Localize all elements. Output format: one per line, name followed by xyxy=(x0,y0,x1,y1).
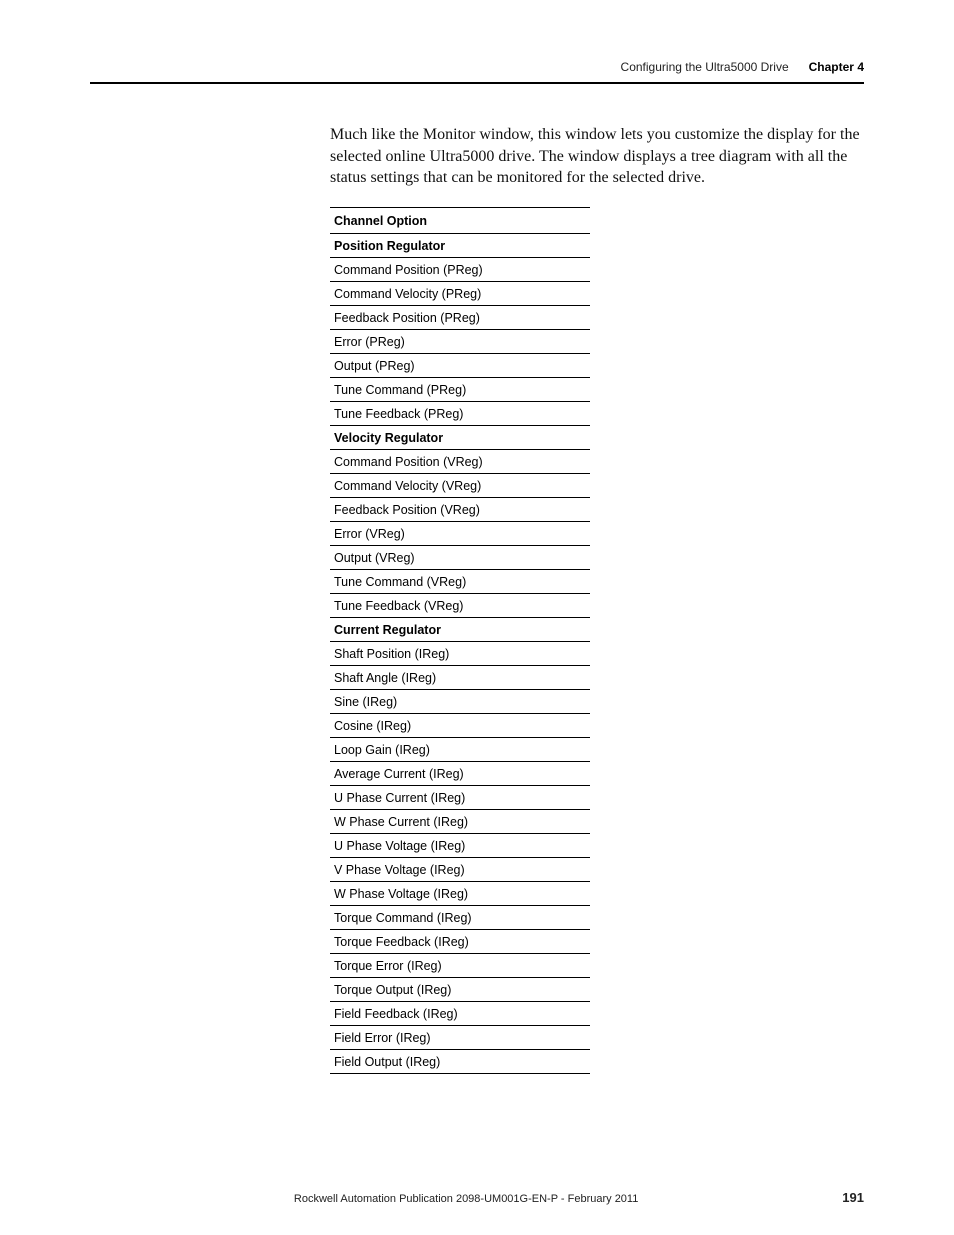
table-row: W Phase Voltage (IReg) xyxy=(330,881,590,905)
table-row: Command Position (VReg) xyxy=(330,449,590,473)
running-header-chapter: Chapter 4 xyxy=(809,60,864,74)
table-row: Field Output (IReg) xyxy=(330,1049,590,1073)
running-header: Configuring the Ultra5000 Drive Chapter … xyxy=(90,60,864,74)
page: Configuring the Ultra5000 Drive Chapter … xyxy=(0,0,954,1235)
table-cell: Tune Feedback (PReg) xyxy=(330,401,590,425)
table-cell: W Phase Voltage (IReg) xyxy=(330,881,590,905)
table-cell: Error (PReg) xyxy=(330,329,590,353)
table-row: Position Regulator xyxy=(330,233,590,257)
table-cell: Torque Output (IReg) xyxy=(330,977,590,1001)
table-cell: Field Feedback (IReg) xyxy=(330,1001,590,1025)
table-row: Shaft Angle (IReg) xyxy=(330,665,590,689)
table-cell: Output (PReg) xyxy=(330,353,590,377)
table-row: Error (PReg) xyxy=(330,329,590,353)
table-row: Sine (IReg) xyxy=(330,689,590,713)
table-cell: Cosine (IReg) xyxy=(330,713,590,737)
table-cell: Field Error (IReg) xyxy=(330,1025,590,1049)
table-cell: Command Velocity (VReg) xyxy=(330,473,590,497)
table-cell: Output (VReg) xyxy=(330,545,590,569)
table-header-cell: Channel Option xyxy=(330,207,590,233)
table-row: Feedback Position (VReg) xyxy=(330,497,590,521)
table-row: V Phase Voltage (IReg) xyxy=(330,857,590,881)
table-row: Output (VReg) xyxy=(330,545,590,569)
table-cell: Loop Gain (IReg) xyxy=(330,737,590,761)
table-row: Average Current (IReg) xyxy=(330,761,590,785)
table-cell: Error (VReg) xyxy=(330,521,590,545)
table-row: Field Feedback (IReg) xyxy=(330,1001,590,1025)
table-cell: U Phase Voltage (IReg) xyxy=(330,833,590,857)
table-row: Output (PReg) xyxy=(330,353,590,377)
footer-page-number: 191 xyxy=(842,1190,864,1205)
table-row: Tune Feedback (VReg) xyxy=(330,593,590,617)
table-cell: Command Position (VReg) xyxy=(330,449,590,473)
table-cell: Average Current (IReg) xyxy=(330,761,590,785)
running-header-title: Configuring the Ultra5000 Drive xyxy=(621,60,789,74)
table-cell: Torque Command (IReg) xyxy=(330,905,590,929)
table-section-cell: Position Regulator xyxy=(330,233,590,257)
table-cell: Sine (IReg) xyxy=(330,689,590,713)
table-row: Torque Command (IReg) xyxy=(330,905,590,929)
table-row: Command Position (PReg) xyxy=(330,257,590,281)
table-cell: Shaft Position (IReg) xyxy=(330,641,590,665)
table-body: Position RegulatorCommand Position (PReg… xyxy=(330,233,590,1073)
table-row: Velocity Regulator xyxy=(330,425,590,449)
intro-paragraph: Much like the Monitor window, this windo… xyxy=(330,124,864,189)
table-cell: Field Output (IReg) xyxy=(330,1049,590,1073)
table-cell: V Phase Voltage (IReg) xyxy=(330,857,590,881)
table-cell: W Phase Current (IReg) xyxy=(330,809,590,833)
table-cell: Tune Command (VReg) xyxy=(330,569,590,593)
table-row: Cosine (IReg) xyxy=(330,713,590,737)
table-cell: Shaft Angle (IReg) xyxy=(330,665,590,689)
table-row: Torque Feedback (IReg) xyxy=(330,929,590,953)
table-row: U Phase Voltage (IReg) xyxy=(330,833,590,857)
table-cell: Torque Error (IReg) xyxy=(330,953,590,977)
table-cell: U Phase Current (IReg) xyxy=(330,785,590,809)
table-row: Feedback Position (PReg) xyxy=(330,305,590,329)
footer-publication: Rockwell Automation Publication 2098-UM0… xyxy=(90,1193,842,1205)
table-row: Tune Feedback (PReg) xyxy=(330,401,590,425)
table-section-cell: Current Regulator xyxy=(330,617,590,641)
table-row: W Phase Current (IReg) xyxy=(330,809,590,833)
table-cell: Torque Feedback (IReg) xyxy=(330,929,590,953)
table-row: Tune Command (PReg) xyxy=(330,377,590,401)
table-row: Torque Error (IReg) xyxy=(330,953,590,977)
table-cell: Tune Command (PReg) xyxy=(330,377,590,401)
table-row: Tune Command (VReg) xyxy=(330,569,590,593)
table-row: Field Error (IReg) xyxy=(330,1025,590,1049)
table-cell: Feedback Position (PReg) xyxy=(330,305,590,329)
channel-option-table: Channel Option Position RegulatorCommand… xyxy=(330,207,590,1074)
table-row: Current Regulator xyxy=(330,617,590,641)
table-cell: Feedback Position (VReg) xyxy=(330,497,590,521)
table-cell: Command Position (PReg) xyxy=(330,257,590,281)
table-section-cell: Velocity Regulator xyxy=(330,425,590,449)
table-row: Error (VReg) xyxy=(330,521,590,545)
table-row: Command Velocity (PReg) xyxy=(330,281,590,305)
header-rule xyxy=(90,82,864,84)
table-row: Torque Output (IReg) xyxy=(330,977,590,1001)
table-row: Command Velocity (VReg) xyxy=(330,473,590,497)
table-row: U Phase Current (IReg) xyxy=(330,785,590,809)
table-cell: Tune Feedback (VReg) xyxy=(330,593,590,617)
page-footer: Rockwell Automation Publication 2098-UM0… xyxy=(90,1190,864,1205)
table-row: Shaft Position (IReg) xyxy=(330,641,590,665)
table-row: Loop Gain (IReg) xyxy=(330,737,590,761)
table-cell: Command Velocity (PReg) xyxy=(330,281,590,305)
